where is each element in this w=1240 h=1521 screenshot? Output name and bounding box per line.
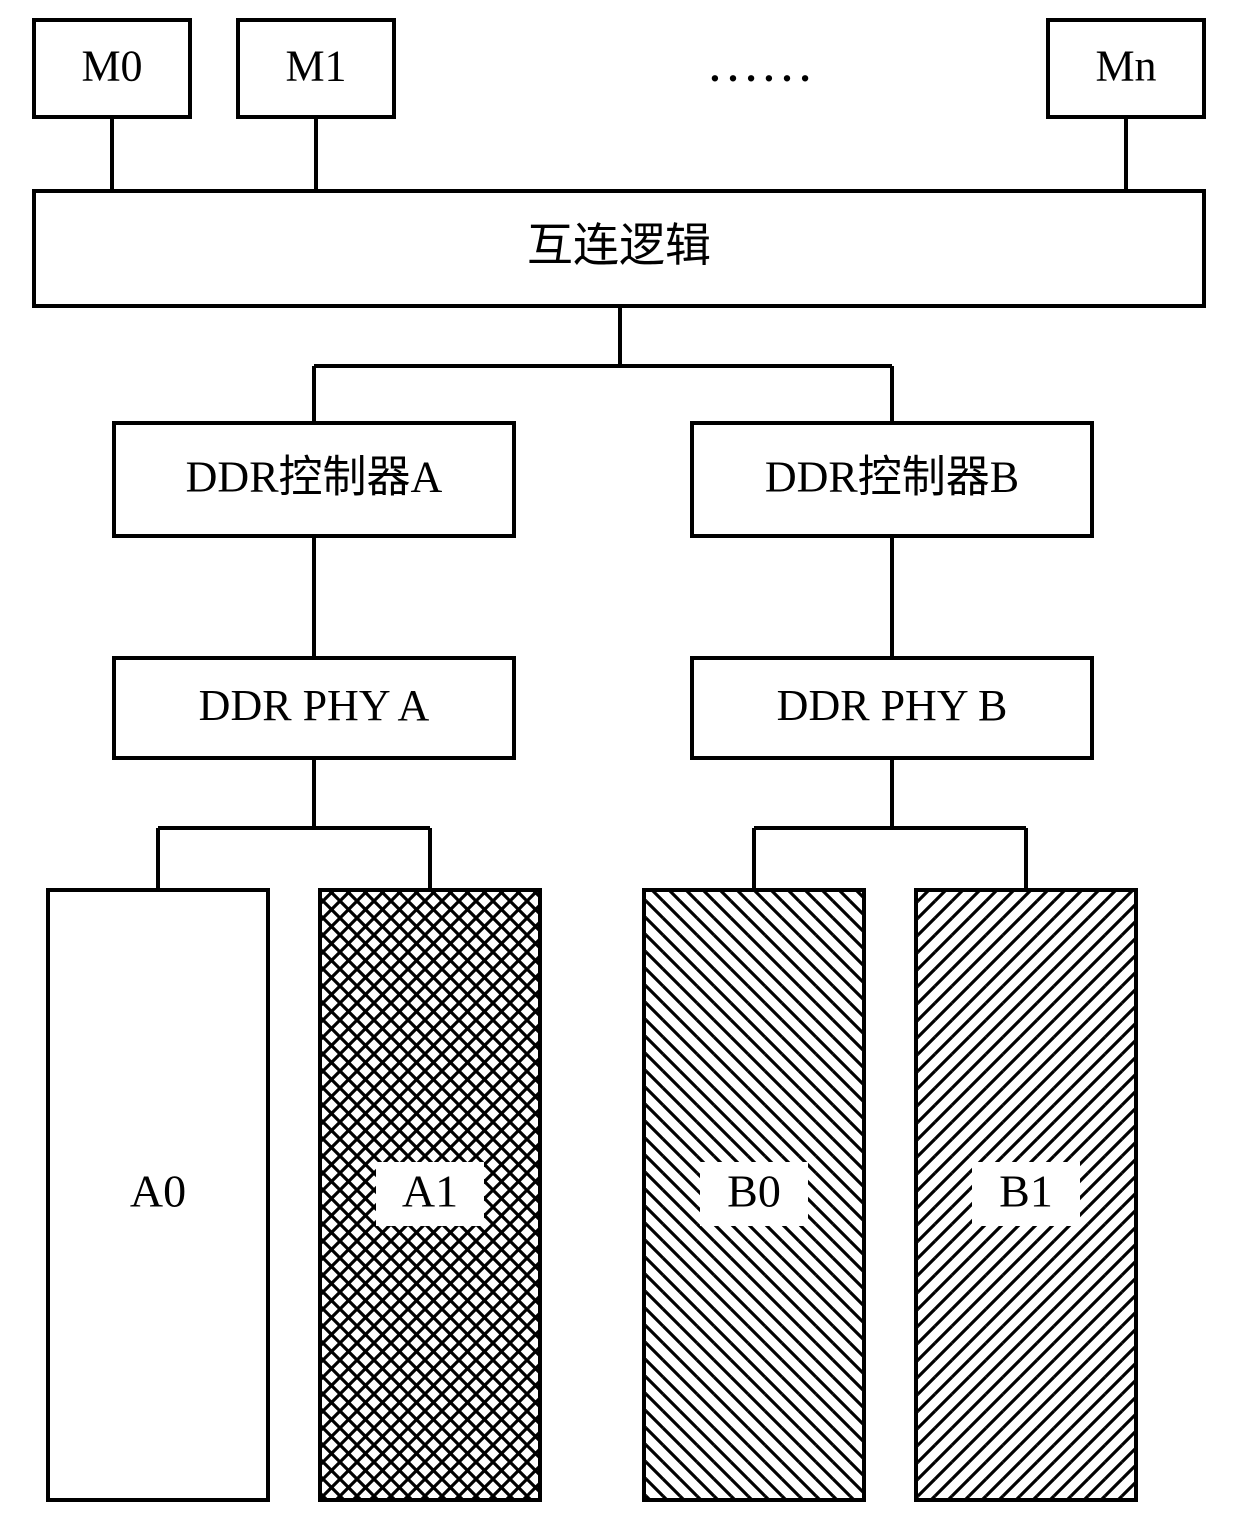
master-label-M0: M0 [81,42,142,91]
memory-label-A1: A1 [402,1166,458,1217]
memory-label-A0: A0 [130,1166,186,1217]
interconnect-label: 互连逻辑 [527,220,711,271]
master-label-M1: M1 [285,42,346,91]
memory-label-B1: B1 [999,1166,1053,1217]
memory-label-B0: B0 [727,1166,781,1217]
master-label-Mn: Mn [1095,42,1156,91]
controller-label-ctrlA: DDR控制器A [186,453,443,502]
phy-label-phyB: DDR PHY B [777,681,1008,730]
controller-label-ctrlB: DDR控制器B [765,453,1019,502]
phy-label-phyA: DDR PHY A [199,681,430,730]
masters-ellipsis: …… [706,32,814,92]
